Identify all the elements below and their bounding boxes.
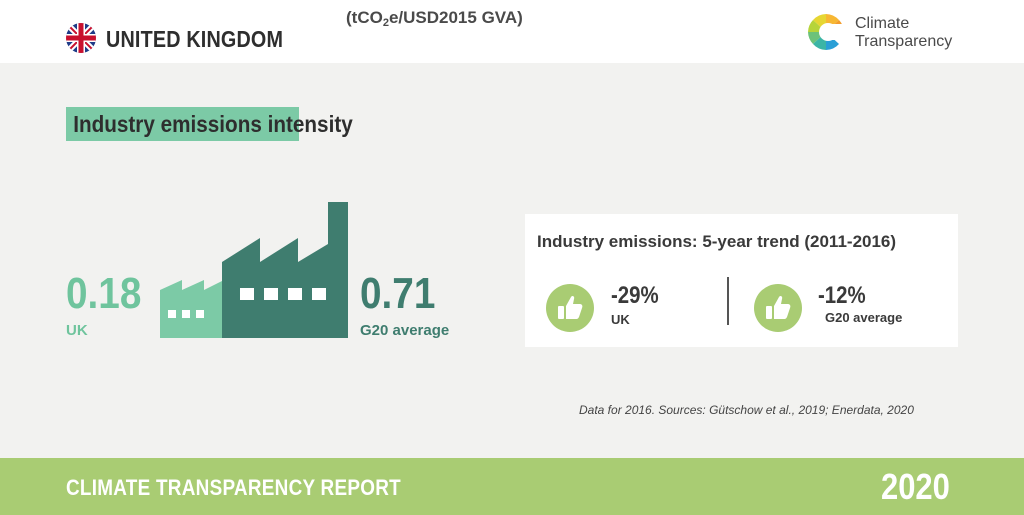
page-title: Industry emissions intensity xyxy=(66,107,385,141)
trend-panel: Industry emissions: 5-year trend (2011-2… xyxy=(525,214,958,347)
climate-transparency-logo xyxy=(808,14,846,50)
g20-trend-value: -12% xyxy=(818,282,866,309)
unit-subscript: 2 xyxy=(382,17,389,29)
uk-intensity-label: UK xyxy=(66,322,88,339)
uk-intensity-value: 0.18 xyxy=(66,269,142,318)
uk-flag-icon xyxy=(66,23,96,53)
logo-text-line2: Transparency xyxy=(855,33,953,50)
g20-intensity-label: G20 average xyxy=(360,322,450,339)
title-unit: (tCO2e/USD2015 GVA) xyxy=(346,8,523,29)
country-name: UNITED KINGDOM xyxy=(106,26,284,52)
title-text: Industry emissions intensity xyxy=(73,111,353,137)
uk-trend-value: -29% xyxy=(611,282,659,309)
logo-text: Climate Transparency xyxy=(855,15,952,51)
g20-trend-label: G20 average xyxy=(825,310,903,325)
footer-report-title: CLIMATE TRANSPARENCY REPORT xyxy=(66,475,401,500)
thumbs-up-icon xyxy=(754,284,802,332)
logo-text-line1: Climate xyxy=(855,15,910,32)
trend-divider xyxy=(727,277,729,325)
header-bar: UNITED KINGDOM Climate Transparency xyxy=(0,0,1024,63)
unit-suffix: e/USD2015 GVA) xyxy=(388,8,523,27)
footer-bar: CLIMATE TRANSPARENCY REPORT 2020 xyxy=(0,458,1024,515)
g20-intensity-value: 0.71 xyxy=(360,269,436,318)
footer-year: 2020 xyxy=(881,466,950,507)
trend-title: Industry emissions: 5-year trend (2011-2… xyxy=(537,232,897,251)
source-note: Data for 2016. Sources: Gütschow et al.,… xyxy=(579,403,914,417)
title-highlight xyxy=(66,107,299,141)
factory-icon xyxy=(160,202,348,338)
thumbs-up-icon xyxy=(546,284,594,332)
uk-trend-label: UK xyxy=(611,312,630,327)
unit-prefix: (tCO xyxy=(346,8,383,27)
